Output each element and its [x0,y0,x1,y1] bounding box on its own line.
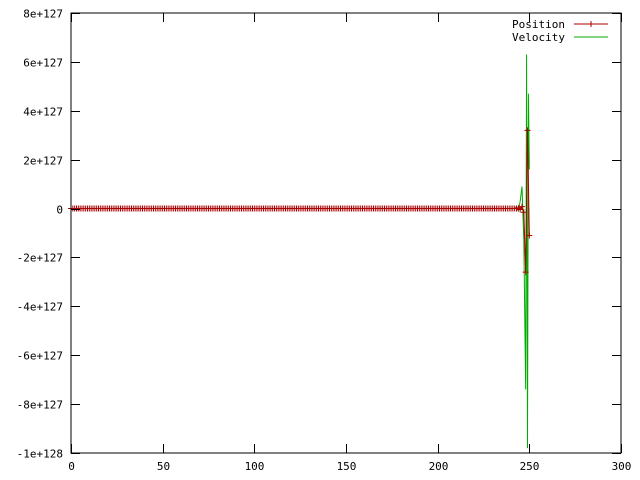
x-tick-label: 50 [157,460,170,473]
y-tick-label: 6e+127 [23,57,63,70]
legend-label-position: Position [512,18,565,31]
data-point-marker [524,127,531,134]
series-line-velocity [71,54,530,449]
y-tick-label: 0 [56,204,63,217]
axes: 8e+127 6e+127 4e+127 2e+127 0 -2e+127 -4e+127 -… [17,8,632,474]
y-tick-label: -2e+127 [17,252,63,265]
data-point-marker [520,209,527,216]
y-tick-label: -4e+127 [17,301,63,314]
y-tick-label: 2e+127 [23,155,63,168]
y-tick-label: -1e+128 [17,448,63,461]
y-tick-label: -6e+127 [17,350,63,363]
legend-label-velocity: Velocity [512,31,565,44]
y-tick-label: 8e+127 [23,8,63,21]
x-tick-label: 200 [429,460,449,473]
data-point-marker [522,269,529,276]
series-velocity [71,54,530,449]
series-line-position [71,130,530,273]
legend-marker-position [588,21,594,27]
y-tick-label: -8e+127 [17,399,63,412]
x-tick-label: 150 [337,460,357,473]
series-position [68,127,533,276]
x-tick-label: 100 [245,460,265,473]
plot-area [68,54,533,449]
plot-border [70,12,622,454]
y-tick-label: 4e+127 [23,106,63,119]
data-point-marker [526,232,533,239]
x-tick-label: 250 [520,460,540,473]
data-point-marker [519,203,525,210]
x-tick-label: 0 [68,460,75,473]
x-tick-label: 300 [612,460,632,473]
